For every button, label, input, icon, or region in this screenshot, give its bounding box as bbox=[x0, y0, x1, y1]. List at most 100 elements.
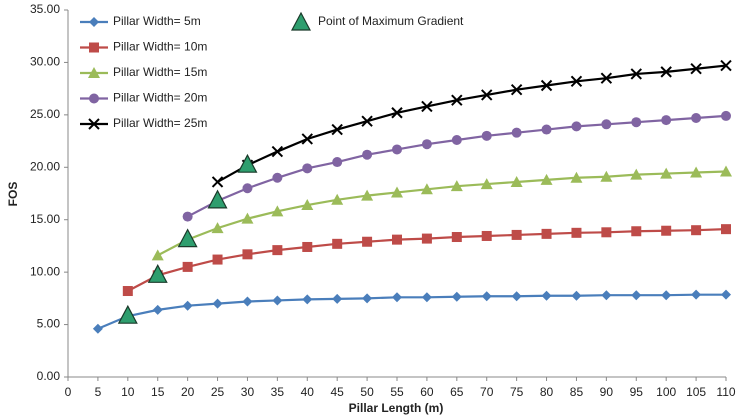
data-point bbox=[242, 249, 253, 260]
data-point bbox=[631, 117, 642, 128]
data-point bbox=[152, 304, 163, 315]
data-point bbox=[600, 170, 613, 182]
data-point bbox=[272, 245, 283, 256]
data-point bbox=[540, 173, 553, 185]
data-point bbox=[600, 72, 613, 84]
data-point bbox=[570, 75, 583, 88]
data-point bbox=[510, 83, 523, 96]
data-point bbox=[302, 163, 313, 174]
data-point bbox=[392, 234, 402, 245]
data-point bbox=[601, 290, 612, 301]
data-point bbox=[212, 298, 223, 309]
data-point bbox=[421, 292, 432, 303]
series-line bbox=[187, 114, 727, 218]
max-gradient-point bbox=[147, 264, 168, 283]
x-tick-label: 10 bbox=[121, 385, 135, 399]
data-point bbox=[451, 135, 462, 146]
data-point bbox=[242, 296, 253, 307]
data-point bbox=[391, 186, 403, 198]
legend-label: Pillar Width= 5m bbox=[113, 14, 201, 28]
data-point bbox=[660, 66, 672, 78]
y-tick-label: 35.00 bbox=[30, 2, 60, 16]
x-tick-label: 35 bbox=[271, 385, 285, 399]
x-tick-label: 80 bbox=[540, 385, 554, 399]
data-point bbox=[571, 121, 582, 132]
x-tick-label: 50 bbox=[360, 385, 374, 399]
legend-marker bbox=[291, 11, 311, 31]
data-point bbox=[451, 94, 463, 106]
legend-marker bbox=[89, 17, 99, 27]
data-point bbox=[721, 224, 731, 235]
x-tick-label: 0 bbox=[65, 385, 72, 399]
data-point bbox=[420, 183, 433, 195]
data-point bbox=[332, 238, 343, 249]
data-point bbox=[392, 292, 402, 303]
data-point bbox=[332, 157, 343, 168]
data-point bbox=[661, 115, 672, 126]
max-gradient-point bbox=[207, 189, 228, 209]
x-tick-label: 65 bbox=[450, 385, 464, 399]
data-point bbox=[721, 289, 731, 300]
data-point bbox=[721, 110, 731, 121]
x-tick-label: 110 bbox=[716, 385, 735, 399]
y-axis-title: FOS bbox=[6, 182, 20, 207]
x-tick-label: 70 bbox=[480, 385, 494, 399]
data-point bbox=[211, 176, 224, 188]
legend-marker bbox=[88, 118, 100, 130]
data-point bbox=[302, 241, 313, 252]
x-tick-label: 105 bbox=[686, 385, 706, 399]
data-point bbox=[451, 291, 462, 302]
data-point bbox=[212, 254, 223, 265]
data-point bbox=[691, 113, 702, 124]
data-point bbox=[660, 167, 673, 179]
data-point bbox=[601, 119, 612, 130]
data-point bbox=[481, 291, 492, 302]
data-point bbox=[361, 115, 373, 127]
data-point bbox=[271, 145, 284, 158]
x-axis-title: Pillar Length (m) bbox=[349, 401, 444, 415]
data-point bbox=[601, 227, 612, 238]
data-point bbox=[361, 189, 374, 201]
data-point bbox=[241, 212, 254, 224]
data-point bbox=[540, 79, 553, 92]
data-point bbox=[691, 289, 702, 300]
data-point bbox=[570, 171, 583, 183]
data-point bbox=[331, 193, 344, 205]
data-point bbox=[481, 230, 492, 241]
data-point bbox=[690, 63, 702, 75]
data-point bbox=[481, 89, 493, 101]
data-point bbox=[720, 59, 732, 72]
series-line bbox=[97, 293, 726, 330]
data-point bbox=[510, 175, 523, 187]
data-point bbox=[511, 291, 522, 302]
data-point bbox=[211, 222, 224, 234]
data-point bbox=[511, 127, 522, 138]
data-point bbox=[631, 290, 642, 301]
legend-marker bbox=[89, 42, 99, 53]
legend-label: Pillar Width= 20m bbox=[113, 91, 207, 105]
x-tick-label: 90 bbox=[600, 385, 614, 399]
data-point bbox=[541, 228, 552, 239]
legend-marker bbox=[89, 93, 99, 104]
data-point bbox=[362, 293, 373, 304]
data-point bbox=[331, 123, 343, 136]
data-point bbox=[272, 295, 283, 306]
data-point bbox=[631, 226, 642, 237]
y-tick-label: 10.00 bbox=[30, 264, 60, 278]
data-point bbox=[481, 130, 492, 141]
series-line bbox=[217, 64, 727, 183]
data-point bbox=[421, 233, 432, 244]
x-tick-label: 45 bbox=[331, 385, 345, 399]
x-tick-label: 5 bbox=[95, 385, 102, 399]
data-point bbox=[541, 124, 552, 135]
data-point bbox=[391, 107, 403, 119]
y-tick-label: 30.00 bbox=[30, 55, 60, 69]
data-point bbox=[392, 144, 402, 155]
data-point bbox=[691, 225, 702, 236]
data-point bbox=[690, 166, 703, 178]
data-point bbox=[661, 225, 672, 236]
legend-label: Pillar Width= 10m bbox=[113, 40, 207, 54]
x-tick-label: 95 bbox=[630, 385, 644, 399]
data-point bbox=[541, 290, 552, 301]
